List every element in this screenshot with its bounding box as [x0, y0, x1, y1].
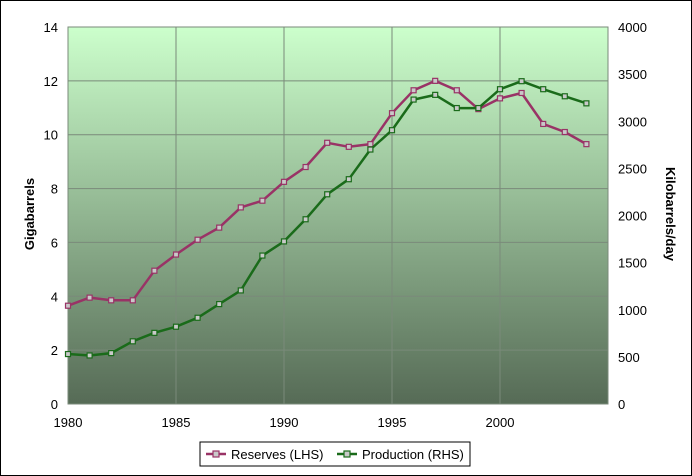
data-point-production	[583, 100, 590, 107]
y-right-tick-label: 0	[618, 397, 625, 412]
data-point-production	[259, 252, 266, 259]
legend-label-reserves: Reserves (LHS)	[231, 447, 323, 462]
data-point-reserves	[453, 87, 460, 94]
y-left-tick-label: 4	[51, 289, 58, 304]
legend-item-reserves: Reserves (LHS)	[206, 447, 323, 462]
y-right-tick-label: 2000	[618, 209, 647, 224]
legend-marker-production	[343, 450, 351, 458]
plot-frame	[67, 26, 609, 405]
data-point-reserves	[216, 224, 223, 231]
y-right-tick-label: 3500	[618, 67, 647, 82]
legend-marker-reserves	[212, 450, 220, 458]
data-point-reserves	[345, 143, 352, 150]
data-point-reserves	[388, 110, 396, 117]
x-tick-label: 1980	[54, 415, 83, 430]
x-tick-label: 2000	[486, 415, 515, 430]
y-left-tick-label: 0	[51, 397, 58, 412]
data-point-production	[86, 352, 93, 359]
y-right-tick-label: 500	[618, 350, 640, 365]
data-point-reserves	[583, 141, 590, 148]
data-point-production	[172, 323, 180, 330]
data-point-production	[345, 176, 352, 183]
y-left-tick-label: 10	[44, 128, 58, 143]
y-right-tick-label: 3000	[618, 114, 647, 129]
data-point-reserves	[172, 251, 180, 258]
data-point-reserves	[432, 77, 439, 84]
y-left-axis-label: Gigabarrels	[22, 178, 37, 250]
data-point-production	[540, 86, 547, 93]
data-point-reserves	[108, 297, 115, 304]
legend-item-production: Production (RHS)	[337, 447, 464, 462]
data-point-production	[324, 191, 331, 198]
data-point-reserves	[86, 294, 93, 301]
y-right-tick-label: 2500	[618, 161, 647, 176]
legend-label-production: Production (RHS)	[362, 447, 464, 462]
data-point-reserves	[151, 267, 158, 274]
y-left-axis-ticks: 0 2 4 6 8 10 12 14	[44, 20, 58, 412]
data-point-production	[496, 86, 504, 93]
data-point-production	[432, 91, 439, 98]
data-point-production	[453, 104, 460, 112]
data-point-production	[108, 350, 115, 357]
grid-lines	[67, 26, 608, 405]
data-point-production	[129, 338, 136, 345]
y-left-tick-label: 12	[44, 74, 58, 89]
data-point-production	[367, 146, 374, 153]
y-right-tick-label: 1000	[618, 303, 647, 318]
data-point-reserves	[367, 141, 374, 148]
data-point-production	[388, 127, 396, 134]
y-right-tick-label: 1500	[618, 256, 647, 271]
legend-box	[199, 441, 471, 467]
data-point-production	[237, 287, 244, 294]
y-left-tick-label: 6	[51, 235, 58, 250]
data-point-production	[280, 238, 288, 245]
data-point-production	[518, 78, 525, 85]
y-left-tick-label: 14	[44, 20, 58, 35]
x-tick-label: 1995	[378, 415, 407, 430]
x-tick-label: 1990	[270, 415, 299, 430]
data-point-production	[216, 300, 223, 308]
data-point-reserves	[410, 87, 417, 94]
data-point-production	[561, 93, 568, 100]
data-point-production	[410, 96, 417, 103]
data-point-reserves	[194, 236, 201, 243]
series-layer	[64, 77, 590, 359]
data-point-production	[151, 329, 158, 336]
y-right-axis-label: Kilobarrels/day	[663, 167, 678, 262]
data-point-reserves	[259, 197, 266, 204]
y-left-tick-label: 2	[51, 343, 58, 358]
y-left-tick-label: 8	[51, 182, 58, 197]
data-point-production	[194, 314, 201, 321]
data-point-reserves	[302, 163, 309, 171]
data-point-production	[475, 104, 482, 112]
data-point-production	[302, 216, 309, 223]
data-point-reserves	[540, 120, 547, 128]
data-point-reserves	[129, 297, 136, 304]
data-point-reserves	[561, 128, 568, 136]
data-point-production	[64, 350, 72, 358]
data-point-reserves	[496, 95, 504, 102]
y-right-tick-label: 4000	[618, 20, 647, 35]
plot-area	[68, 27, 608, 404]
x-axis-ticks: 1980 1985 1990 1995 2000	[54, 415, 515, 430]
x-tick-label: 1985	[162, 415, 191, 430]
data-point-reserves	[64, 302, 72, 309]
data-point-reserves	[237, 204, 244, 211]
data-point-reserves	[324, 139, 331, 146]
y-right-axis-ticks: 0 500 1000 1500 2000 2500 3000 3500 4000	[618, 20, 647, 412]
data-point-reserves	[280, 178, 288, 185]
legend: Reserves (LHS) Production (RHS)	[199, 441, 471, 467]
data-point-reserves	[518, 89, 525, 97]
